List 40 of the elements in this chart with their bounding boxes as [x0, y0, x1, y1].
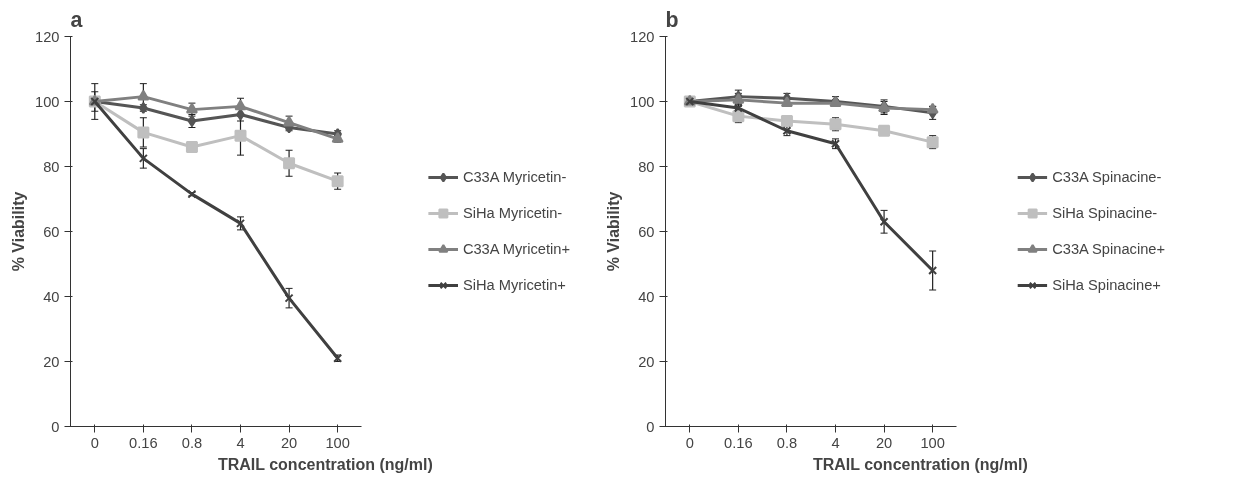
legend-label: SiHa Spinacine+	[1052, 277, 1161, 293]
y-tick-label: 20	[43, 353, 60, 370]
y-tick-label: 120	[630, 28, 655, 45]
x-tick-label: 0.16	[724, 434, 753, 451]
y-tick-label: 0	[51, 418, 60, 435]
x-tick-label: 4	[831, 434, 840, 451]
x-tick-label: 20	[875, 434, 893, 451]
y-tick-label: 100	[35, 93, 60, 110]
legend-label: C33A Myricetin-	[462, 169, 567, 185]
legend-label: SiHa Spinacine-	[1052, 205, 1158, 221]
x-tick-label: 0	[90, 434, 99, 451]
y-tick-label: 40	[43, 288, 60, 305]
x-tick-label: 0	[685, 434, 694, 451]
y-tick-label: 100	[630, 93, 655, 110]
y-tick-label: 80	[638, 158, 655, 175]
y-tick-label: 0	[646, 418, 655, 435]
y-tick-label: 20	[638, 353, 655, 370]
y-axis-title: % Viability	[605, 191, 623, 272]
legend-label: C33A Spinacine-	[1052, 169, 1162, 185]
legend-label: C33A Myricetin+	[462, 241, 570, 257]
y-tick-label: 80	[43, 158, 60, 175]
y-tick-label: 40	[638, 288, 655, 305]
x-axis-title: TRAIL concentration (ng/ml)	[217, 455, 433, 473]
x-tick-label: 0.8	[776, 434, 798, 451]
legend-label: SiHa Myricetin+	[462, 277, 566, 293]
legend-label: C33A Spinacine+	[1052, 241, 1165, 257]
y-tick-label: 60	[638, 223, 655, 240]
x-tick-label: 0.16	[129, 434, 158, 451]
y-axis-title: % Viability	[10, 191, 28, 272]
y-tick-label: 60	[43, 223, 60, 240]
x-tick-label: 100	[920, 434, 945, 451]
x-tick-label: 100	[325, 434, 350, 451]
y-tick-label: 120	[35, 28, 60, 45]
x-tick-label: 0.8	[181, 434, 203, 451]
x-tick-label: 4	[236, 434, 245, 451]
chart-title: a	[70, 7, 83, 32]
x-axis-title: TRAIL concentration (ng/ml)	[812, 455, 1028, 473]
legend-label: SiHa Myricetin-	[462, 205, 563, 221]
chart-title: b	[665, 7, 679, 32]
x-tick-label: 20	[280, 434, 298, 451]
